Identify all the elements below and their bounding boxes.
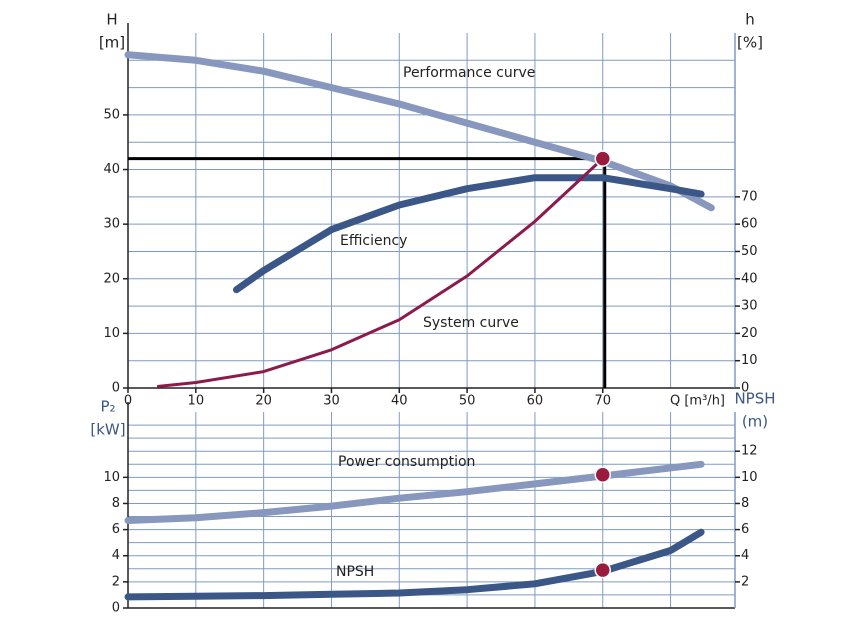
y2-tick-label: 50 xyxy=(741,244,758,259)
series-label: Power consumption xyxy=(338,454,475,470)
y-tick-label: 10 xyxy=(103,470,120,485)
x-tick-label: 30 xyxy=(323,394,340,409)
y2-tick-label: 2 xyxy=(741,574,749,589)
y2-tick-label: 4 xyxy=(741,548,749,563)
x-tick-label: 20 xyxy=(255,394,272,409)
y-tick-label: 2 xyxy=(112,574,120,589)
operating-point xyxy=(594,466,611,483)
y-axis-label: P₂ xyxy=(100,398,115,416)
y2-axis-label: [%] xyxy=(737,34,763,52)
y2-tick-label: 40 xyxy=(741,271,758,286)
y2-tick-label: 60 xyxy=(741,217,758,232)
y-tick-label: 20 xyxy=(103,271,120,286)
y2-tick-label: 6 xyxy=(741,522,749,537)
y-axis-label: [m] xyxy=(99,34,125,52)
x-axis-label: Q [m³/h] xyxy=(670,394,725,409)
y2-tick-label: 10 xyxy=(741,470,758,485)
x-tick-label: 0 xyxy=(124,394,132,409)
y2-tick-label: 0 xyxy=(741,381,749,396)
series-label: Performance curve xyxy=(403,65,535,81)
x-tick-label: 50 xyxy=(459,394,476,409)
y2-tick-label: 70 xyxy=(741,189,758,204)
series-label: Efficiency xyxy=(340,233,407,249)
x-tick-label: 10 xyxy=(188,394,205,409)
series-line xyxy=(233,174,705,294)
series-line xyxy=(124,528,705,601)
y-tick-label: 6 xyxy=(112,522,120,537)
y-tick-label: 40 xyxy=(103,162,120,177)
series-line xyxy=(124,51,715,212)
series-line xyxy=(124,460,705,524)
y-tick-label: 0 xyxy=(112,601,120,616)
y-tick-label: 10 xyxy=(103,326,120,341)
x-tick-label: 40 xyxy=(391,394,408,409)
x-tick-label: 60 xyxy=(527,394,544,409)
y2-tick-label: 10 xyxy=(741,353,758,368)
operating-point xyxy=(594,561,611,579)
y2-tick-label: 30 xyxy=(741,299,758,314)
series-line xyxy=(157,157,605,388)
y-axis-label: [kW] xyxy=(90,421,125,439)
y-tick-label: 0 xyxy=(112,381,120,396)
y-tick-label: 4 xyxy=(112,548,120,563)
y2-axis-label: (m) xyxy=(742,413,768,431)
series-label: System curve xyxy=(423,315,519,331)
y2-tick-label: 20 xyxy=(741,326,758,341)
y-tick-label: 30 xyxy=(103,217,120,232)
x-tick-label: 70 xyxy=(594,394,611,409)
y-axis-label: H xyxy=(106,11,117,29)
operating-point xyxy=(594,150,611,167)
y-tick-label: 50 xyxy=(103,107,120,122)
y2-tick-label: 12 xyxy=(741,444,758,459)
series-label: NPSH xyxy=(336,564,374,580)
y2-axis-label: h xyxy=(745,11,755,29)
y2-axis-label: NPSH xyxy=(734,390,775,408)
y-tick-label: 8 xyxy=(112,496,120,511)
y2-tick-label: 8 xyxy=(741,496,749,511)
